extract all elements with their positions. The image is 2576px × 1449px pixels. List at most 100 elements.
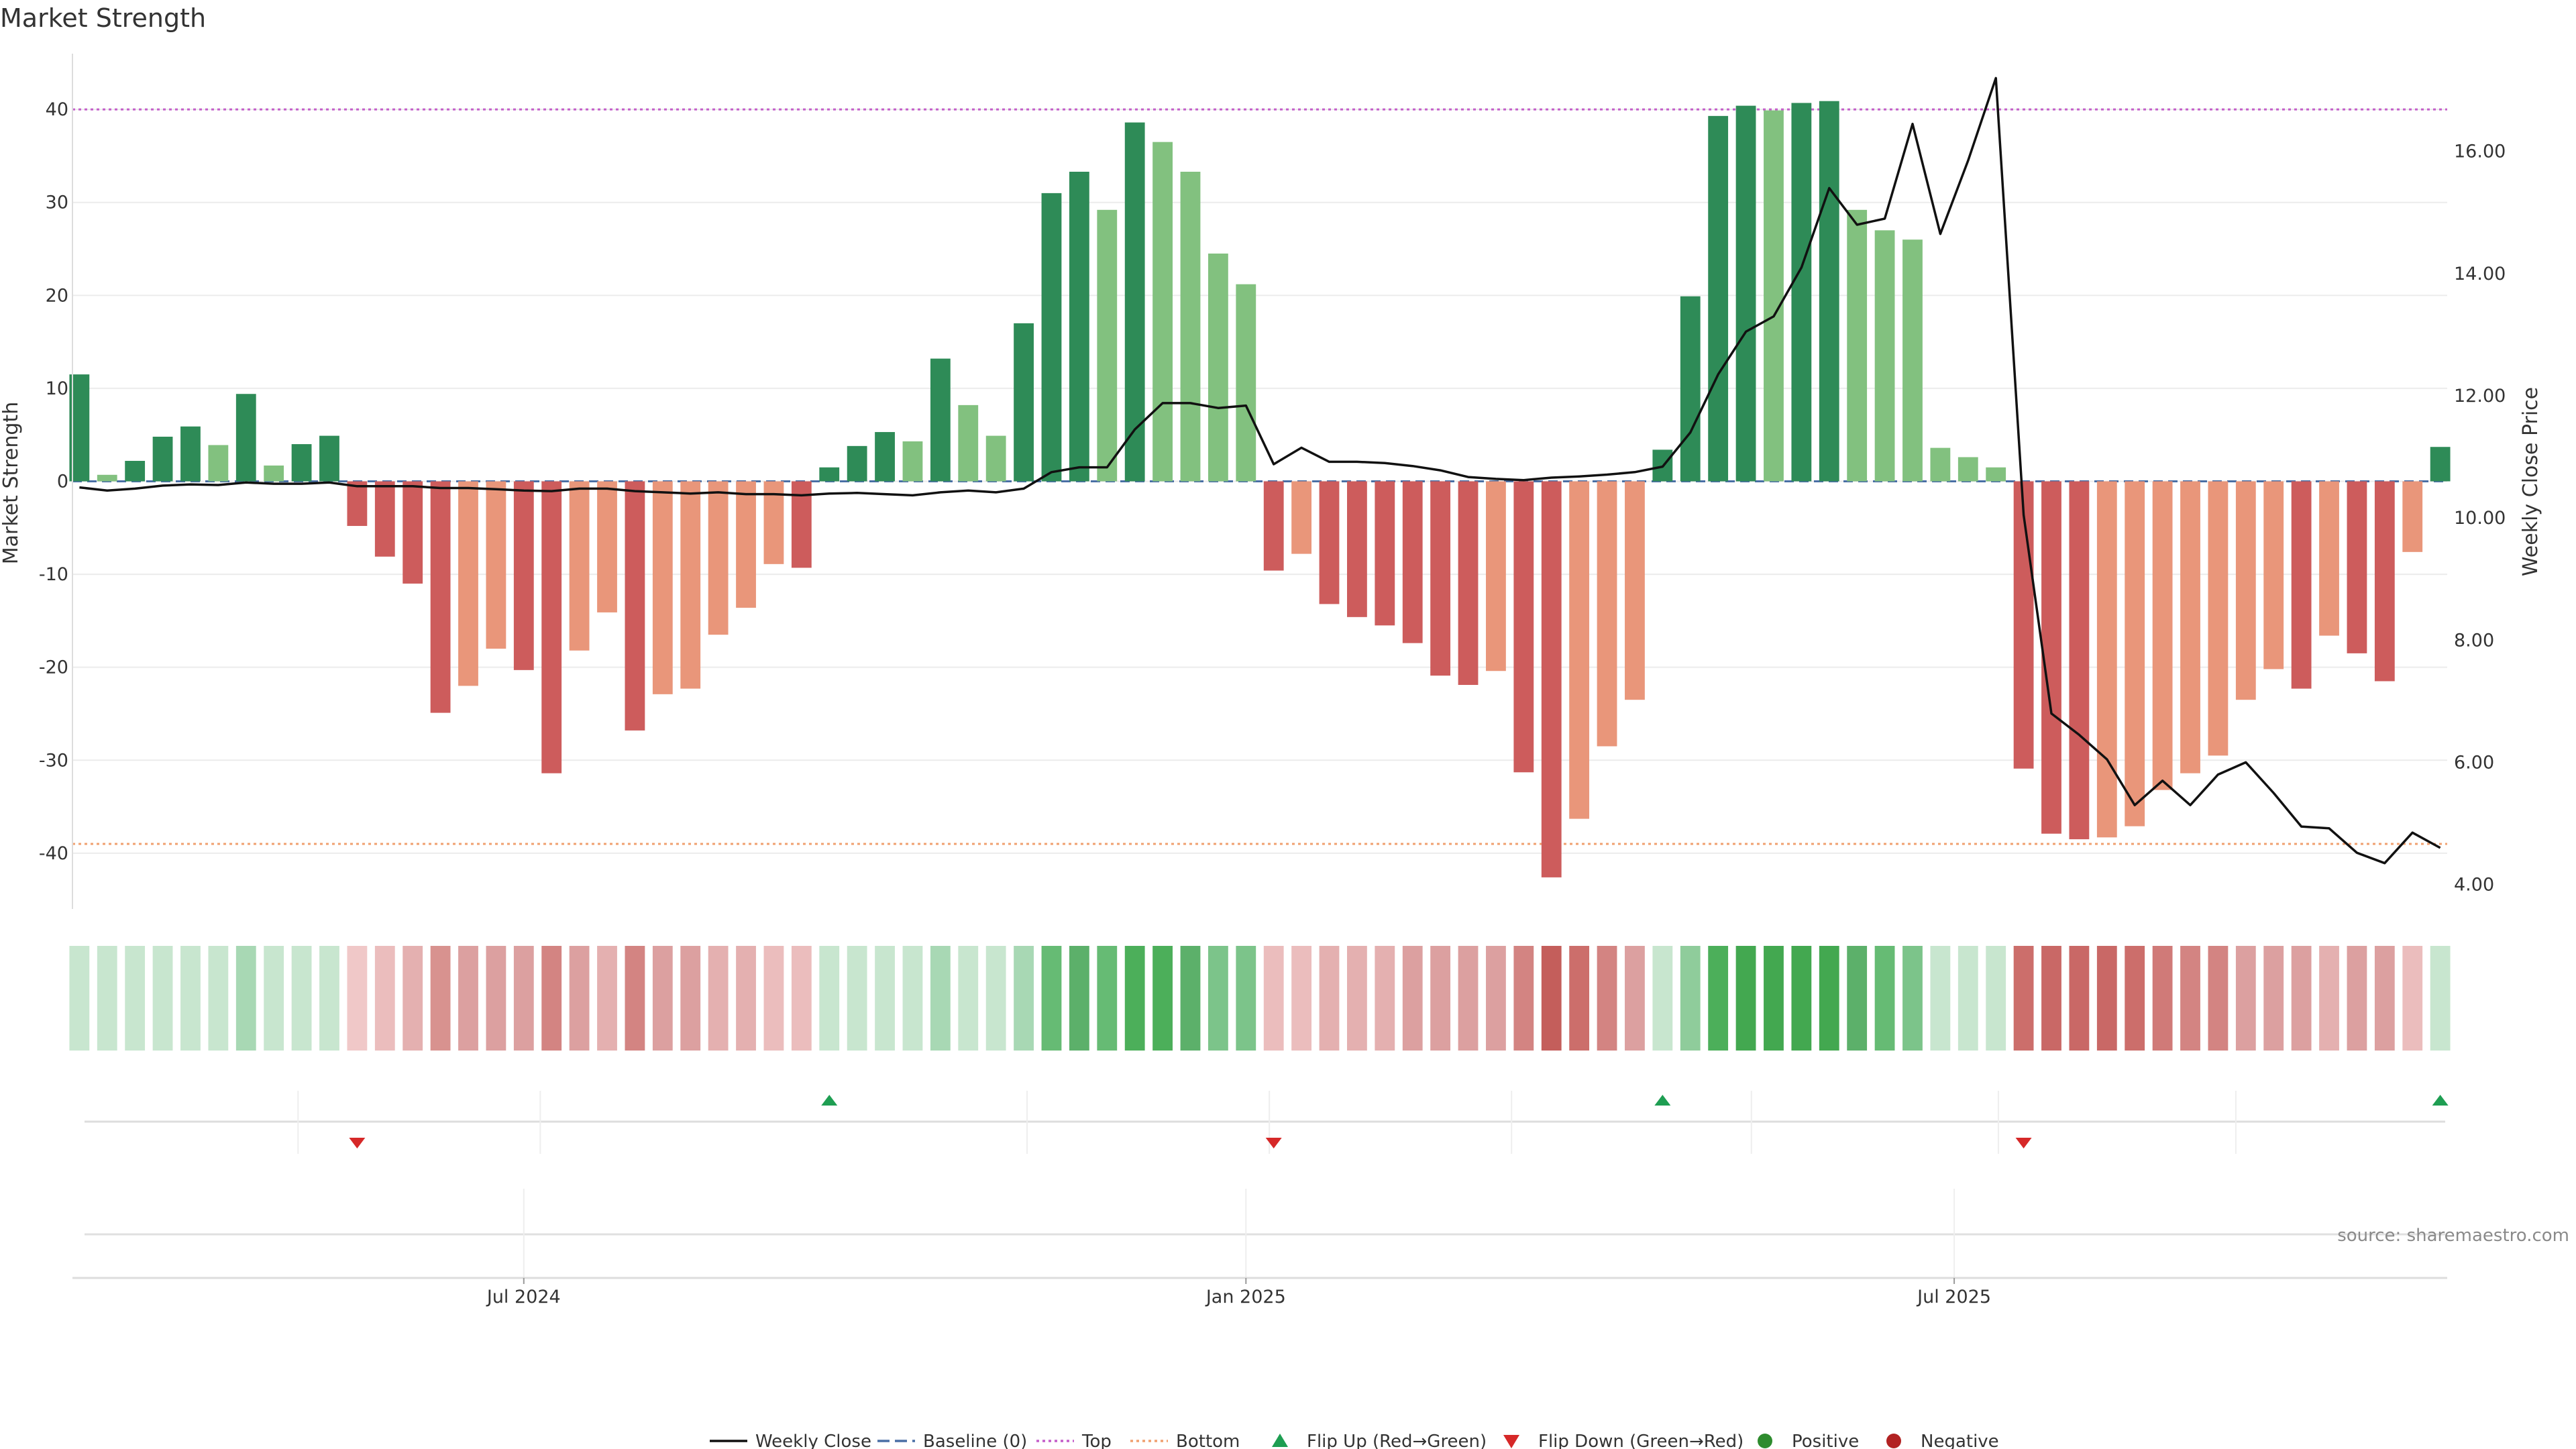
strength-bar — [319, 435, 339, 482]
heat-cell — [208, 946, 229, 1051]
legend-label: Weekly Close — [755, 1432, 871, 1449]
heat-cell — [486, 946, 506, 1051]
heat-cell — [930, 946, 951, 1051]
strength-bar — [1569, 481, 1590, 819]
strength-bar — [2152, 481, 2173, 790]
strength-bar — [1902, 239, 1923, 482]
heat-cell — [2347, 946, 2367, 1051]
strength-bar — [513, 481, 534, 670]
heat-cell — [374, 946, 395, 1051]
heat-cell — [1541, 946, 1562, 1051]
y-tick-labels: 40 30 20 10 0 -10 -20 -30 -40 — [39, 99, 68, 864]
heat-cell — [1930, 946, 1951, 1051]
strength-bar — [1402, 481, 1423, 643]
heat-cell — [819, 946, 840, 1051]
strength-bar — [180, 426, 201, 482]
strength-bar — [1097, 209, 1118, 482]
strength-bar — [458, 481, 478, 686]
strength-bar — [125, 461, 146, 482]
strength-bar — [985, 435, 1006, 482]
strength-heat-strip — [69, 946, 2451, 1051]
heat-cell — [625, 946, 645, 1051]
heat-cell — [458, 946, 478, 1051]
heat-cell — [69, 946, 90, 1051]
x-tick-label: Jul 2025 — [1916, 1287, 1991, 1307]
y-axis-label: Market Strength — [0, 402, 23, 564]
heat-cell — [1208, 946, 1228, 1051]
y-tick-label: 10 — [46, 378, 68, 399]
flip-up-marker — [2432, 1095, 2449, 1106]
legend: Weekly Close Baseline (0) Top Bottom Flip Up… — [710, 1432, 1999, 1449]
heat-cell — [541, 946, 562, 1051]
strength-bar — [625, 481, 645, 731]
strength-bar — [402, 481, 423, 584]
strength-bar — [2235, 481, 2256, 700]
heat-cell — [875, 946, 895, 1051]
heat-cell — [2152, 946, 2173, 1051]
strength-bar — [1430, 481, 1451, 676]
strength-bar — [652, 481, 673, 694]
heat-cell — [1263, 946, 1284, 1051]
strength-bar — [1847, 209, 1868, 482]
strength-bar — [152, 436, 173, 482]
y-right-axis-label: Weekly Close Price — [2519, 387, 2542, 576]
y-tick-label: 30 — [46, 193, 68, 213]
strength-bar — [2263, 481, 2284, 669]
strength-bar — [2069, 481, 2090, 840]
legend-item: Bottom — [1130, 1432, 1240, 1449]
flip-down-marker — [1265, 1138, 1282, 1148]
y-right-tick-label: 12.00 — [2454, 386, 2506, 407]
heat-cell — [2208, 946, 2229, 1051]
heat-cell — [2291, 946, 2312, 1051]
heat-cell — [1874, 946, 1895, 1051]
strength-bar — [2013, 481, 2034, 769]
heat-cell — [319, 946, 339, 1051]
heat-cell — [680, 946, 701, 1051]
strength-bar — [486, 481, 506, 649]
heat-cell — [1041, 946, 1062, 1051]
y-right-tick-labels: 16.00 14.00 12.00 10.00 8.00 6.00 4.00 — [2454, 142, 2506, 896]
heat-cell — [1625, 946, 1645, 1051]
heat-cell — [736, 946, 756, 1051]
strength-bar — [1680, 296, 1701, 482]
strength-bar — [2430, 447, 2451, 482]
circle-icon — [1886, 1434, 1901, 1448]
heat-cell — [430, 946, 451, 1051]
heat-cell — [402, 946, 423, 1051]
circle-icon — [1758, 1434, 1772, 1448]
heat-cell — [1291, 946, 1312, 1051]
strength-bar — [597, 481, 617, 612]
x-tick-labels: Jul 2024 Jan 2025 Jul 2025 — [486, 1278, 1991, 1307]
strength-bar — [1957, 457, 1978, 482]
heat-cell — [1847, 946, 1868, 1051]
strength-bar — [1319, 481, 1340, 604]
strength-bar — [902, 441, 923, 482]
y-tick-label: 20 — [46, 285, 68, 306]
source-note: source: sharemaestro.com — [2337, 1226, 2569, 1246]
strength-bar — [1291, 481, 1312, 554]
strength-bar — [958, 405, 979, 482]
heat-cell — [1708, 946, 1729, 1051]
strength-bar — [875, 432, 895, 482]
heat-cell — [1014, 946, 1034, 1051]
legend-label: Baseline (0) — [923, 1432, 1027, 1449]
strength-bar — [819, 467, 840, 482]
heat-cell — [958, 946, 979, 1051]
strength-bar — [264, 465, 284, 482]
heat-cell — [597, 946, 617, 1051]
strength-bar — [1708, 115, 1729, 482]
heat-cell — [708, 946, 729, 1051]
y-tick-label: 0 — [57, 472, 68, 492]
heat-cell — [291, 946, 312, 1051]
legend-item: Flip Up (Red→Green) — [1272, 1432, 1487, 1449]
strength-bar — [1347, 481, 1367, 617]
strength-bar — [2347, 481, 2367, 653]
x-tick-label: Jul 2024 — [486, 1287, 561, 1307]
heat-cell — [763, 946, 784, 1051]
strength-bar — [1625, 481, 1645, 700]
heat-cell — [2319, 946, 2339, 1051]
heat-cell — [2013, 946, 2034, 1051]
triangle-up-icon — [1272, 1434, 1288, 1447]
